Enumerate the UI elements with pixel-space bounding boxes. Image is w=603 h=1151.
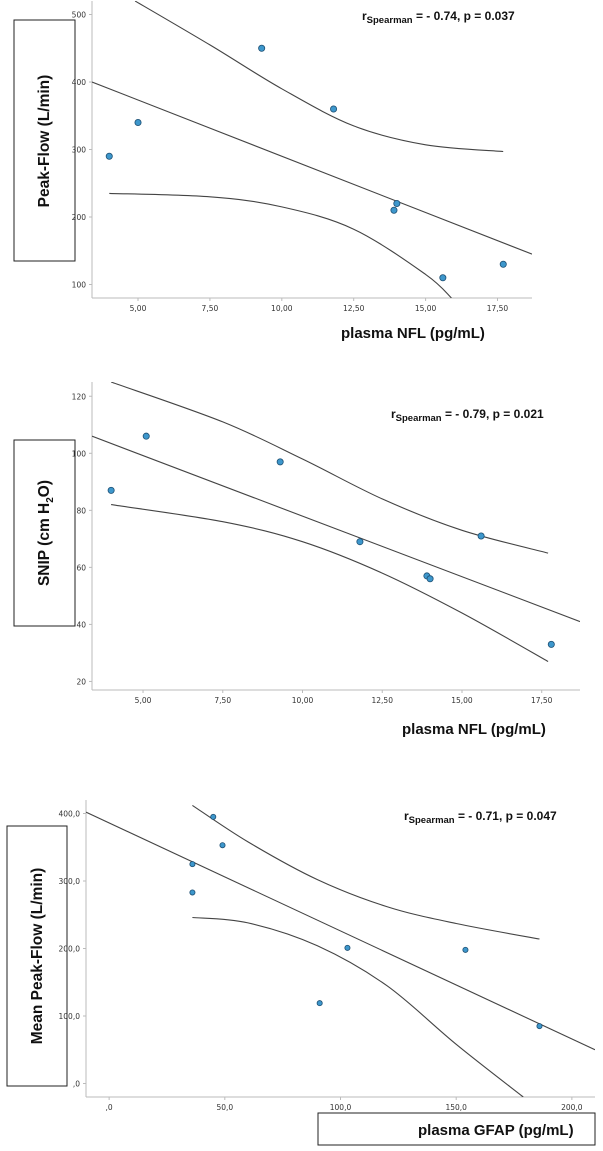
y-axis-label: SNIP (cm H2O) [36, 480, 56, 586]
ci-lower-curve [111, 504, 549, 662]
x-axis-label: plasma GFAP (pg/mL) [418, 1122, 574, 1139]
y-tick-label: 300,0 [59, 877, 81, 886]
x-tick-label: 15,00 [415, 304, 437, 313]
y-tick-label: 200,0 [59, 945, 81, 954]
spearman-stat: rSpearman = - 0.79, p = 0.021 [391, 407, 544, 424]
y-tick-label: 100 [72, 449, 87, 458]
data-point [142, 432, 150, 440]
x-tick-label: 10,00 [271, 304, 293, 313]
x-tick-label: 5,00 [135, 696, 152, 705]
x-axis-label-box [317, 1112, 596, 1146]
data-point [426, 575, 434, 583]
ci-upper-curve [134, 1, 504, 153]
ci-lower-curve [192, 916, 524, 1097]
y-tick-label: 200 [72, 213, 87, 222]
data-point [439, 274, 447, 282]
x-tick-label: 100,0 [330, 1103, 352, 1112]
data-point [107, 486, 115, 494]
spearman-stat: rSpearman = - 0.74, p = 0.037 [362, 9, 515, 26]
chart-peak-flow-vs-nfl: Peak-Flow (L/min) rSpearman = - 0.74, p … [13, 1, 532, 342]
chart-mean-peak-flow-vs-gfap: Mean Peak-Flow (L/min) rSpearman = - 0.7… [6, 800, 596, 1146]
data-point [219, 842, 226, 849]
y-tick-label: ,0 [73, 1080, 80, 1089]
data-point [393, 199, 401, 207]
y-axis-label: Mean Peak-Flow (L/min) [29, 868, 46, 1045]
data-point [189, 889, 196, 896]
data-point [210, 813, 217, 820]
x-tick-label: 15,00 [451, 696, 473, 705]
data-point [499, 260, 507, 268]
y-tick-label: 120 [72, 392, 87, 401]
x-tick-label: 12,50 [372, 696, 394, 705]
data-point [189, 861, 196, 868]
y-axis-label-box [13, 19, 76, 262]
x-tick-label: 200,0 [561, 1103, 583, 1112]
data-point [536, 1023, 543, 1030]
regression-line [92, 81, 532, 255]
ci-lower-curve [109, 192, 452, 298]
x-axis-label: plasma NFL (pg/mL) [402, 721, 546, 738]
x-tick-label: ,0 [106, 1103, 113, 1112]
data-point [462, 946, 469, 953]
chart-snip-vs-nfl: SNIP (cm H2O) rSpearman = - 0.79, p = 0.… [13, 382, 580, 738]
ci-upper-curve [110, 382, 549, 554]
regression-line [92, 435, 580, 623]
y-tick-label: 500 [72, 11, 87, 20]
x-tick-label: 150,0 [445, 1103, 467, 1112]
y-axis-label: Peak-Flow (L/min) [36, 75, 53, 208]
y-tick-label: 20 [76, 677, 86, 686]
y-tick-label: 60 [76, 563, 86, 572]
data-point [344, 944, 351, 951]
y-tick-label: 400,0 [59, 810, 81, 819]
x-tick-label: 5,00 [130, 304, 147, 313]
y-axis-label-box [6, 825, 68, 1087]
data-point [258, 44, 266, 52]
spearman-stat: rSpearman = - 0.71, p = 0.047 [404, 809, 557, 826]
y-tick-label: 80 [76, 506, 86, 515]
data-point [316, 1000, 323, 1007]
data-point [276, 458, 284, 466]
x-tick-label: 50,0 [216, 1103, 233, 1112]
data-point [356, 538, 364, 546]
data-point [547, 640, 555, 648]
regression-line [86, 811, 595, 1051]
y-tick-label: 100 [72, 281, 87, 290]
y-tick-label: 40 [76, 620, 86, 629]
x-tick-label: 17,50 [487, 304, 509, 313]
data-point [390, 206, 398, 214]
y-axis-label-box [13, 439, 76, 627]
y-tick-label: 300 [72, 146, 87, 155]
ci-upper-curve [192, 804, 540, 940]
y-tick-label: 400 [72, 78, 87, 87]
data-point [477, 532, 485, 540]
data-point [330, 105, 338, 113]
x-tick-label: 12,50 [343, 304, 365, 313]
y-tick-label: 100,0 [59, 1012, 81, 1021]
x-tick-label: 7,50 [214, 696, 231, 705]
x-tick-label: 7,50 [202, 304, 219, 313]
x-tick-label: 17,50 [531, 696, 553, 705]
data-point [105, 152, 113, 160]
x-tick-label: 10,00 [292, 696, 314, 705]
data-point [134, 119, 142, 127]
x-axis-label: plasma NFL (pg/mL) [341, 325, 485, 342]
